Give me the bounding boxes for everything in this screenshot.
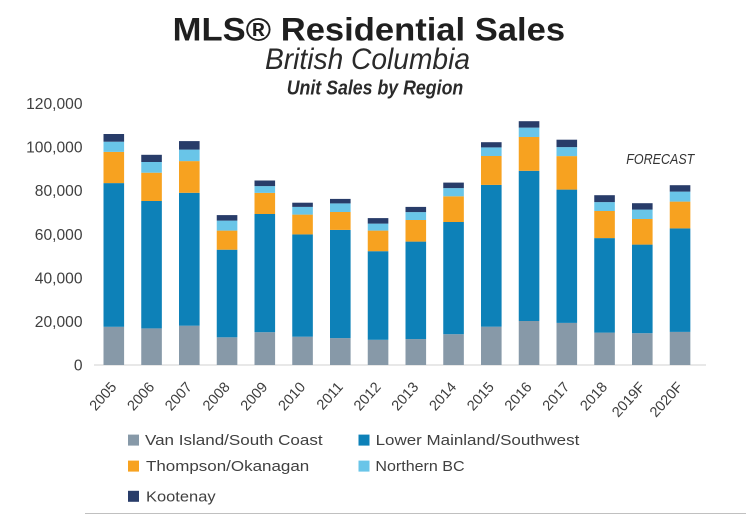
svg-text:British Columbia: British Columbia [265,43,470,76]
svg-text:80,000: 80,000 [35,183,83,200]
svg-text:Lower Mainland/Southwest: Lower Mainland/Southwest [376,432,581,449]
svg-text:120,000: 120,000 [26,96,83,113]
svg-text:Northern BC: Northern BC [375,458,464,475]
svg-text:20,000: 20,000 [35,314,83,331]
svg-text:0: 0 [74,357,83,374]
svg-text:100,000: 100,000 [26,140,83,157]
svg-text:60,000: 60,000 [35,227,83,244]
svg-text:MLS® Residential Sales: MLS® Residential Sales [173,12,565,48]
svg-text:Kootenay: Kootenay [146,489,216,506]
svg-text:Thompson/Okanagan: Thompson/Okanagan [146,458,309,475]
svg-text:40,000: 40,000 [35,270,83,287]
svg-text:Unit Sales by Region: Unit Sales by Region [287,78,464,100]
svg-text:FORECAST: FORECAST [626,151,696,168]
svg-text:Van Island/South Coast: Van Island/South Coast [145,432,324,449]
